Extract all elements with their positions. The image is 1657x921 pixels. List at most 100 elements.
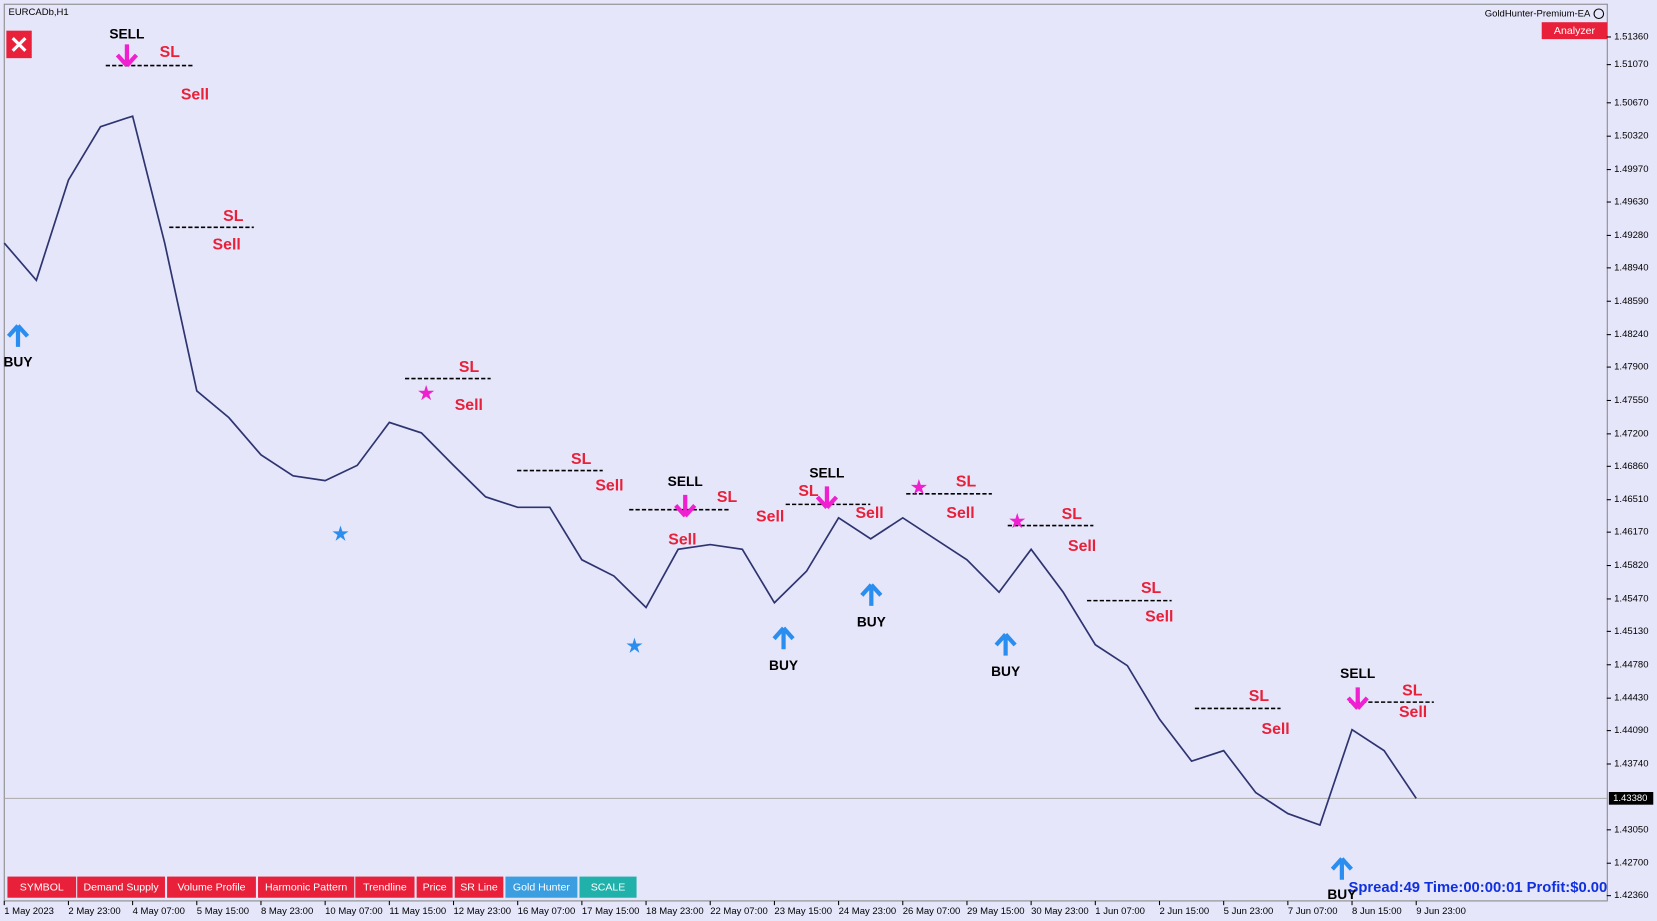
x-tick-label: 5 Jun 23:00 xyxy=(1224,906,1274,917)
y-tick-label: 1.44430 xyxy=(1614,693,1648,704)
signal-label: SELL xyxy=(809,465,844,480)
sl-label: SL xyxy=(1062,506,1083,523)
x-tick-label: 30 May 23:00 xyxy=(1031,906,1089,917)
x-tick-label: 9 Jun 23:00 xyxy=(1416,906,1466,917)
y-tick-label: 1.48590 xyxy=(1614,296,1648,307)
analyzer-button[interactable] xyxy=(1541,22,1608,40)
y-tick-label: 1.49970 xyxy=(1614,164,1648,175)
toolbar-button-label: SR Line xyxy=(460,881,498,893)
toolbar-button-label: Price xyxy=(423,881,447,893)
sl-label: SL xyxy=(459,359,480,376)
sl-label: Sell xyxy=(1399,704,1427,721)
sl-label: Sell xyxy=(946,505,974,522)
signal-arrow xyxy=(6,324,30,347)
signal-label: SELL xyxy=(668,474,703,489)
sl-label: SL xyxy=(571,451,592,468)
sl-label: SL xyxy=(1249,688,1270,705)
toolbar-button[interactable] xyxy=(7,876,77,898)
signal-label: BUY xyxy=(769,658,798,673)
y-tick-label: 1.45130 xyxy=(1614,626,1648,637)
sl-label: Sell xyxy=(1145,609,1173,626)
star xyxy=(418,384,435,401)
sl-label: Sell xyxy=(756,508,784,525)
y-tick-label: 1.48240 xyxy=(1614,329,1648,340)
toolbar-button[interactable] xyxy=(77,876,165,898)
y-tick-label: 1.50670 xyxy=(1614,97,1648,108)
sl-label: Sell xyxy=(455,397,483,414)
sl-label: SL xyxy=(717,489,738,506)
signal-arrow xyxy=(815,486,839,509)
x-tick-label: 17 May 15:00 xyxy=(582,906,640,917)
toolbar-button[interactable] xyxy=(505,876,578,898)
sl-label: Sell xyxy=(181,86,209,103)
price-line xyxy=(3,115,1417,827)
x-tick-label: 11 May 15:00 xyxy=(389,906,446,917)
x-tick-label: 2 Jun 15:00 xyxy=(1159,906,1209,917)
x-tick-label: 7 Jun 07:00 xyxy=(1288,906,1338,917)
y-tick-label: 1.49280 xyxy=(1614,230,1648,241)
y-tick-label: 1.46170 xyxy=(1614,527,1648,538)
toolbar-button-label: Harmonic Pattern xyxy=(265,881,347,893)
ea-name: GoldHunter-Premium-EA xyxy=(1485,8,1591,19)
current-price-box xyxy=(1608,791,1654,805)
analyzer-label: Analyzer xyxy=(1554,25,1596,37)
x-tick-label: 5 May 15:00 xyxy=(197,906,249,917)
signal-label: BUY xyxy=(857,614,886,629)
close-button[interactable] xyxy=(6,30,32,59)
toolbar-button-label: SYMBOL xyxy=(20,881,64,893)
y-tick-label: 1.42700 xyxy=(1614,858,1648,869)
x-tick-label: 18 May 23:00 xyxy=(646,906,704,917)
sl-label: SL xyxy=(1402,683,1423,700)
plot-area xyxy=(3,3,1608,902)
signal-label: BUY xyxy=(1327,887,1356,902)
toolbar-button[interactable] xyxy=(167,876,256,898)
y-tick-label: 1.48940 xyxy=(1614,262,1648,273)
toolbar-button-label: Volume Profile xyxy=(177,881,245,893)
x-tick-label: 29 May 15:00 xyxy=(967,906,1025,917)
toolbar-button-label: Demand Supply xyxy=(84,881,160,893)
signal-label: SELL xyxy=(1340,666,1375,681)
toolbar-button[interactable] xyxy=(355,876,415,898)
signal-label: BUY xyxy=(991,664,1020,679)
sl-label: SL xyxy=(956,473,977,490)
sl-label: Sell xyxy=(668,532,696,549)
toolbar-button-label: Trendline xyxy=(363,881,407,893)
symbol: EURCADb,H1 xyxy=(8,7,68,18)
star xyxy=(626,637,643,653)
signal-arrow xyxy=(115,44,139,67)
sl-label: Sell xyxy=(595,478,623,495)
status: Spread:49 Time:00:00:01 Profit:$0.00 xyxy=(1348,880,1607,896)
x-tick-label: 16 May 07:00 xyxy=(518,906,576,917)
y-tick-label: 1.44780 xyxy=(1614,659,1648,670)
sl-label: Sell xyxy=(1068,538,1096,555)
sl-label: Sell xyxy=(213,237,241,254)
toolbar-button[interactable] xyxy=(258,876,355,898)
signal-arrow xyxy=(994,633,1017,656)
y-tick-label: 1.42360 xyxy=(1614,890,1648,901)
toolbar-button[interactable] xyxy=(416,876,453,898)
signal-arrow xyxy=(772,626,795,650)
y-tick-label: 1.45470 xyxy=(1614,593,1648,604)
y-tick-label: 1.43740 xyxy=(1614,759,1648,770)
toolbar-button-label: Gold Hunter xyxy=(513,881,570,893)
toolbar-button[interactable] xyxy=(579,876,637,898)
y-tick-label: 1.44090 xyxy=(1614,725,1648,736)
signal-label: BUY xyxy=(3,354,32,369)
sl-label: Sell xyxy=(855,505,883,522)
x-tick-label: 8 May 23:00 xyxy=(261,906,313,917)
sl-label: SL xyxy=(160,44,181,61)
y-tick-label: 1.45820 xyxy=(1614,560,1648,571)
star xyxy=(910,479,927,495)
toolbar-button-label: SCALE xyxy=(591,881,626,893)
y-tick-label: 1.47550 xyxy=(1614,395,1648,406)
signal-arrow xyxy=(1330,857,1353,880)
signal-arrow xyxy=(860,583,883,606)
sl-label: SL xyxy=(798,483,819,500)
toolbar-button[interactable] xyxy=(454,876,504,898)
y-tick-label: 1.46510 xyxy=(1614,494,1648,505)
sl-label: SL xyxy=(1141,580,1162,597)
sl-label: Sell xyxy=(1262,721,1290,738)
x-tick-label: 8 Jun 15:00 xyxy=(1352,906,1402,917)
x-tick-label: 23 May 15:00 xyxy=(774,906,832,917)
y-tick-label: 1.50320 xyxy=(1614,131,1648,142)
